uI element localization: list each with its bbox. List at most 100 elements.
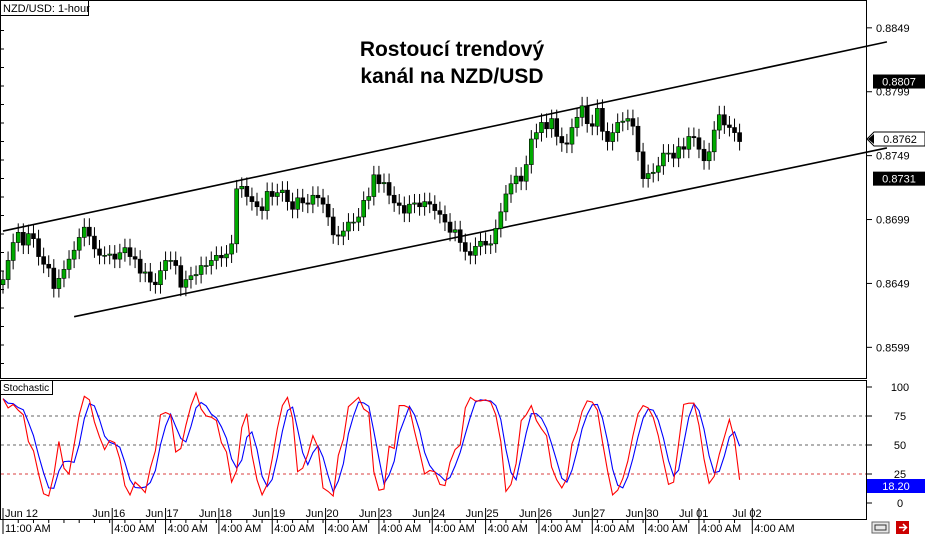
candle [173,260,179,266]
candle [701,148,707,162]
candle [422,201,427,208]
scroll-toggle-button[interactable] [871,521,890,534]
time-label: 4:00 AM [328,523,368,535]
candle [97,248,102,256]
candle [320,197,326,205]
candle [153,281,158,286]
candle [356,216,361,223]
candle [214,255,219,261]
candle [676,146,681,159]
candle [737,132,742,142]
candle [325,203,331,218]
date-label: Jul 01 [679,508,708,520]
candle [645,173,651,179]
time-label: 4:00 AM [594,523,634,535]
date-label: Jun 16 [92,508,125,520]
candle [549,118,554,130]
candle [630,118,636,127]
candle [188,275,194,280]
candle [529,138,534,165]
candle [249,196,255,202]
stochastic-axis: 100 75 50 25 0 [1,382,909,510]
candle [0,279,6,286]
candle [71,249,77,260]
candle [600,108,605,132]
price-tick-label: 0.8699 [876,215,910,227]
candle [513,175,519,185]
price-tick-label: 0.8849 [876,23,910,35]
candle [635,125,641,153]
candle [361,200,366,218]
time-label: 11:00 AM [5,523,51,535]
price-tick-label: 0.8649 [876,278,910,290]
candle [656,165,661,173]
candle [142,271,148,274]
candle [711,129,717,153]
stochastic-tick-label: 100 [891,382,909,394]
stochastic-tick-label: 25 [894,469,906,481]
candle [564,142,570,145]
date-label: Jun 17 [146,508,179,520]
candle [402,205,407,214]
candle [483,240,488,246]
price-tick-label: 0.8799 [876,87,910,99]
candle [696,137,702,150]
stochastic-label-box [0,380,53,395]
candle [56,278,62,289]
candle [351,221,356,224]
candle [234,188,239,245]
price-label: 0.8731 [882,174,916,186]
candle [122,247,128,254]
candle [198,265,204,275]
price-label-box [873,171,925,186]
date-label: Jun 24 [412,508,445,520]
date-label: Jun 27 [572,508,605,520]
candle [127,247,133,257]
candle [163,260,168,271]
candle [21,232,26,246]
candle [107,253,112,256]
candle [51,267,57,289]
candle [432,203,438,211]
price-pane [0,0,867,379]
candle [396,202,402,206]
candle [295,197,300,210]
candle [178,265,184,288]
candle [305,202,311,205]
candle [371,174,377,197]
candle [681,146,687,150]
candle [620,120,626,123]
candle [452,229,458,233]
time-label: 4:00 AM [648,523,688,535]
price-label-box [873,74,925,89]
candle [427,201,433,205]
current-price-label: 0.8762 [883,134,917,146]
candle [92,235,97,250]
date-label: Jun 26 [519,508,552,520]
stochastic-value: 18.20 [882,481,910,493]
candle [391,194,397,204]
stochastic-value-marker [867,479,925,493]
candle [254,201,260,208]
candle [5,260,11,280]
candle [462,242,468,252]
candle [41,256,46,265]
candle [732,127,737,133]
candle [269,191,275,197]
chart-title: NZD/USD: 1-hour [3,3,90,15]
candle [341,230,346,237]
time-label: 4:00 AM [274,523,314,535]
scroll-to-end-arrow-icon[interactable] [896,521,909,534]
candle [503,193,509,213]
candle [574,116,580,128]
candle [468,251,473,256]
candle [417,202,422,208]
candle [625,118,631,122]
candle [112,253,118,260]
price-tick-label: 0.8599 [876,342,910,354]
candle [447,221,453,233]
candle [224,253,229,259]
candle [716,114,722,131]
candle [381,182,387,185]
candle [259,206,265,211]
